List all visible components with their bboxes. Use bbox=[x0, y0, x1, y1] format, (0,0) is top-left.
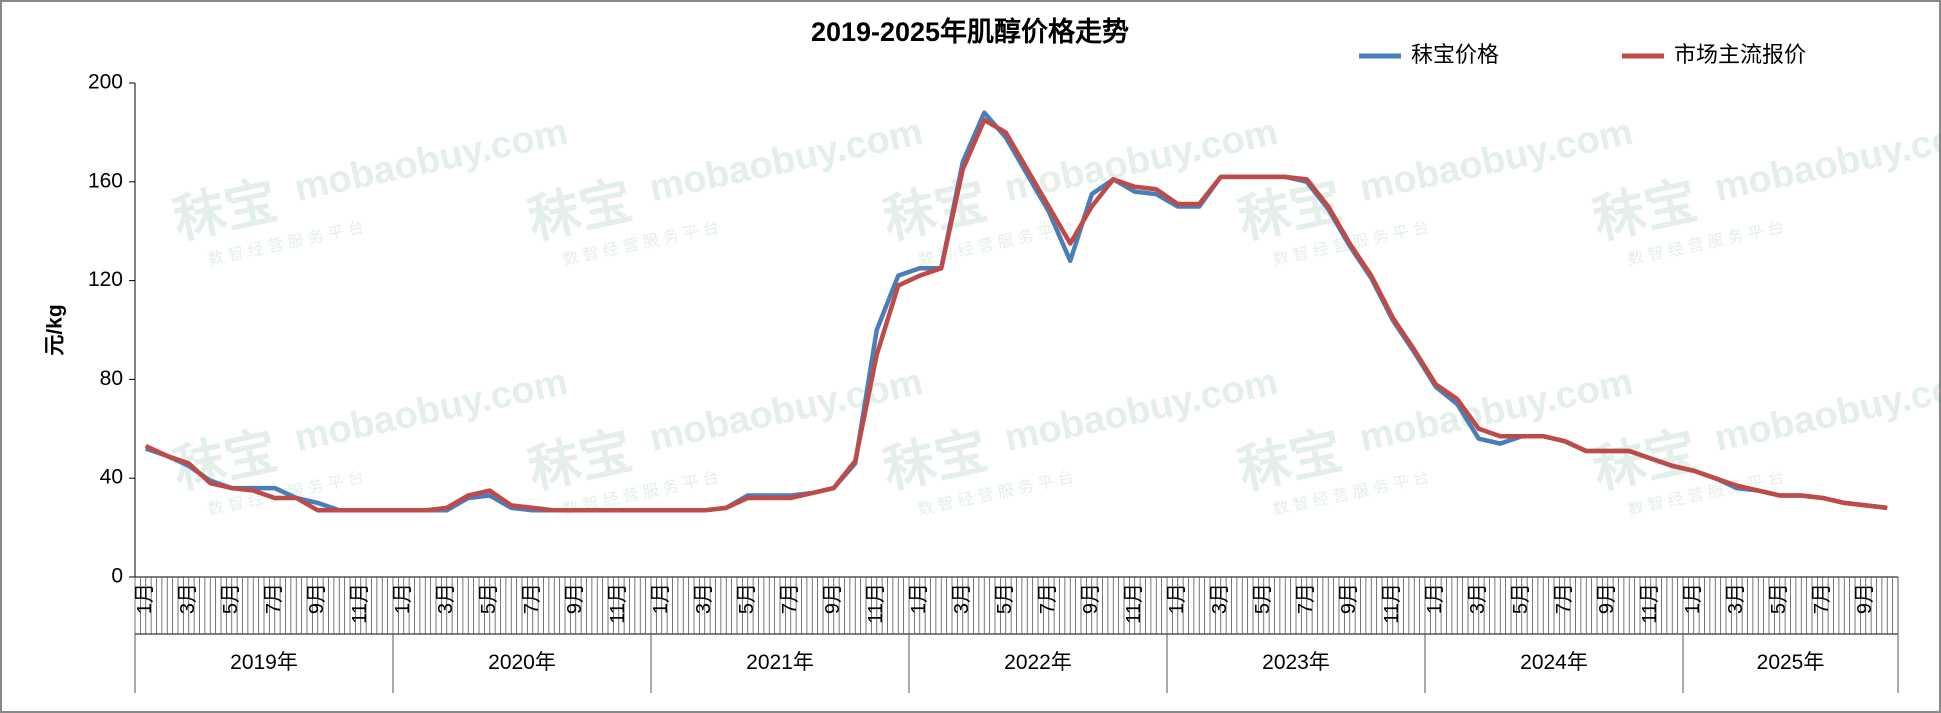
x-tick-label: 1月 bbox=[1682, 583, 1704, 614]
x-tick-label: 5月 bbox=[1768, 583, 1790, 614]
year-label: 2024年 bbox=[1520, 651, 1588, 674]
series-line bbox=[144, 117, 1888, 513]
x-tick-label: 3月 bbox=[435, 583, 457, 614]
y-axis-label: 元/kg bbox=[44, 304, 67, 355]
x-tick-label: 11月 bbox=[607, 583, 629, 624]
x-tick-label: 7月 bbox=[1811, 583, 1833, 614]
year-label: 2025年 bbox=[1757, 651, 1825, 674]
x-tick-label: 1月 bbox=[134, 583, 156, 614]
y-tick-label: 40 bbox=[100, 466, 123, 489]
year-label: 2019年 bbox=[230, 651, 298, 674]
x-tick-label: 7月 bbox=[1295, 583, 1317, 614]
x-tick-label: 3月 bbox=[693, 583, 715, 614]
year-label: 2023年 bbox=[1262, 651, 1330, 674]
y-tick-label: 80 bbox=[100, 367, 123, 390]
x-tick-label: 7月 bbox=[1037, 583, 1059, 614]
x-tick-label: 7月 bbox=[779, 583, 801, 614]
x-tick-label: 1月 bbox=[908, 583, 930, 614]
legend-label: 市场主流报价 bbox=[1674, 42, 1806, 67]
x-tick-label: 7月 bbox=[263, 583, 285, 614]
chart-title: 2019-2025年肌醇价格走势 bbox=[811, 16, 1129, 47]
y-tick-label: 0 bbox=[111, 565, 123, 588]
x-tick-label: 5月 bbox=[478, 583, 500, 614]
x-tick-label: 7月 bbox=[521, 583, 543, 614]
x-tick-label: 9月 bbox=[1080, 583, 1102, 614]
x-tick-label: 3月 bbox=[1209, 583, 1231, 614]
x-tick-label: 11月 bbox=[1639, 583, 1661, 624]
x-tick-label: 3月 bbox=[1467, 583, 1489, 614]
y-tick-label: 200 bbox=[88, 71, 123, 94]
x-tick-label: 3月 bbox=[1725, 583, 1747, 614]
x-tick-label: 9月 bbox=[306, 583, 328, 614]
x-tick-label: 9月 bbox=[1854, 583, 1876, 614]
x-tick-label: 1月 bbox=[1424, 583, 1446, 614]
x-tick-label: 11月 bbox=[1123, 583, 1145, 624]
x-tick-label: 5月 bbox=[736, 583, 758, 614]
x-tick-label: 3月 bbox=[177, 583, 199, 614]
x-tick-label: 11月 bbox=[349, 583, 371, 624]
x-tick-label: 1月 bbox=[1166, 583, 1188, 614]
x-tick-label: 1月 bbox=[392, 583, 414, 614]
year-label: 2021年 bbox=[746, 651, 814, 674]
x-tick-label: 9月 bbox=[564, 583, 586, 614]
x-tick-label: 5月 bbox=[994, 583, 1016, 614]
legend-label: 秣宝价格 bbox=[1411, 42, 1499, 67]
year-label: 2022年 bbox=[1004, 651, 1072, 674]
x-tick-label: 5月 bbox=[1510, 583, 1532, 614]
x-tick-label: 5月 bbox=[220, 583, 242, 614]
x-tick-label: 9月 bbox=[1596, 583, 1618, 614]
x-tick-label: 11月 bbox=[1381, 583, 1403, 624]
x-tick-label: 3月 bbox=[951, 583, 973, 614]
y-tick-label: 160 bbox=[88, 169, 123, 192]
x-tick-label: 1月 bbox=[650, 583, 672, 614]
year-label: 2020年 bbox=[488, 651, 556, 674]
x-tick-label: 7月 bbox=[1553, 583, 1575, 614]
x-tick-label: 9月 bbox=[822, 583, 844, 614]
x-tick-label: 11月 bbox=[865, 583, 887, 624]
x-tick-label: 9月 bbox=[1338, 583, 1360, 614]
x-tick-label: 5月 bbox=[1252, 583, 1274, 614]
y-tick-label: 120 bbox=[88, 268, 123, 291]
